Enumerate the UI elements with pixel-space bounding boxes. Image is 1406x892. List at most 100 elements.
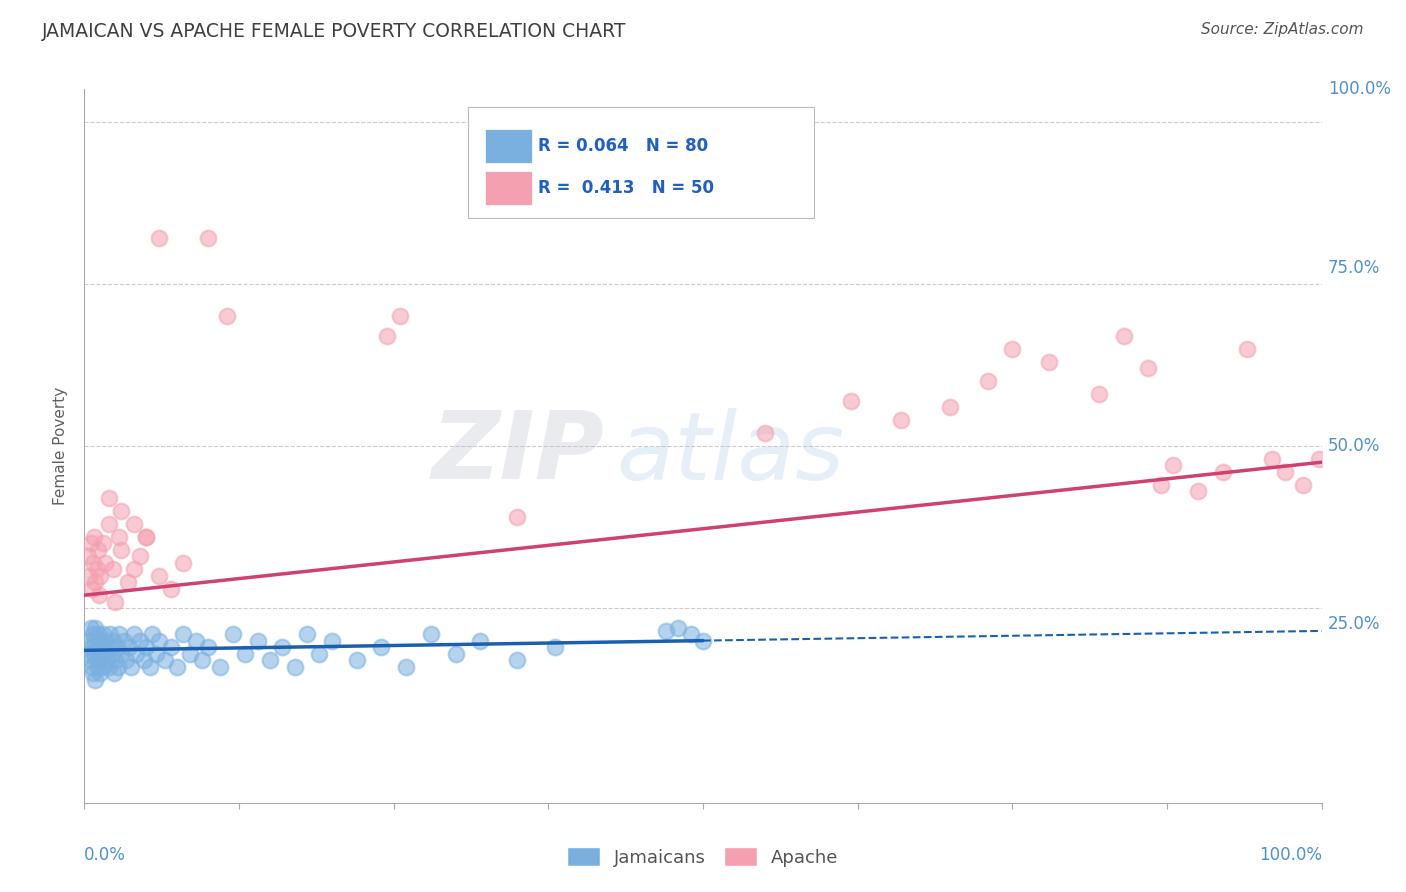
Point	[841, 393, 863, 408]
Point	[939, 400, 962, 414]
Legend: Jamaicans, Apache: Jamaicans, Apache	[558, 838, 848, 876]
Point	[108, 530, 131, 544]
Point	[82, 556, 104, 570]
Point	[215, 310, 238, 324]
Point	[1212, 465, 1234, 479]
Text: 50.0%: 50.0%	[1327, 437, 1381, 455]
Point	[122, 627, 145, 641]
FancyBboxPatch shape	[468, 107, 814, 218]
Point	[83, 530, 105, 544]
Point	[444, 647, 467, 661]
Point	[86, 640, 108, 654]
Point	[110, 504, 132, 518]
Point	[692, 633, 714, 648]
Point	[506, 510, 529, 524]
Point	[543, 640, 565, 654]
Point	[184, 633, 207, 648]
Point	[655, 624, 678, 638]
Text: JAMAICAN VS APACHE FEMALE POVERTY CORRELATION CHART: JAMAICAN VS APACHE FEMALE POVERTY CORREL…	[42, 22, 627, 41]
Point	[1112, 328, 1135, 343]
Point	[246, 633, 269, 648]
Point	[1292, 478, 1315, 492]
Point	[346, 653, 368, 667]
Point	[166, 659, 188, 673]
Point	[97, 640, 120, 654]
Text: 100.0%: 100.0%	[1327, 80, 1391, 98]
Point	[101, 633, 124, 648]
Point	[110, 647, 132, 661]
Point	[86, 653, 108, 667]
Point	[179, 647, 201, 661]
Point	[419, 627, 441, 641]
Point	[91, 627, 114, 641]
Point	[84, 621, 107, 635]
Point	[83, 633, 105, 648]
Point	[271, 640, 294, 654]
Point	[191, 653, 214, 667]
Point	[890, 413, 912, 427]
Point	[89, 588, 111, 602]
Point	[94, 556, 117, 570]
Point	[233, 647, 256, 661]
Point	[84, 673, 107, 687]
Point	[666, 621, 689, 635]
Point	[1261, 452, 1284, 467]
Point	[101, 562, 124, 576]
Point	[91, 536, 114, 550]
Point	[679, 627, 702, 641]
Point	[77, 647, 100, 661]
Point	[139, 659, 162, 673]
Point	[395, 659, 418, 673]
Point	[89, 647, 111, 661]
Point	[86, 562, 108, 576]
Point	[112, 633, 135, 648]
FancyBboxPatch shape	[485, 129, 533, 163]
Point	[284, 659, 307, 673]
Point	[105, 640, 128, 654]
Point	[79, 621, 101, 635]
Point	[153, 653, 176, 667]
Point	[84, 575, 107, 590]
Point	[506, 653, 529, 667]
Point	[91, 659, 114, 673]
Point	[222, 627, 245, 641]
Point	[77, 549, 100, 564]
FancyBboxPatch shape	[485, 170, 533, 205]
Text: 0.0%: 0.0%	[84, 846, 127, 863]
Point	[83, 647, 105, 661]
Point	[120, 659, 142, 673]
Point	[79, 536, 101, 550]
Point	[122, 516, 145, 531]
Point	[100, 647, 122, 661]
Point	[125, 647, 148, 661]
Point	[308, 647, 330, 661]
Text: atlas: atlas	[616, 408, 845, 499]
Point	[82, 627, 104, 641]
Point	[82, 666, 104, 681]
Point	[93, 647, 115, 661]
Point	[115, 653, 138, 667]
Text: 75.0%: 75.0%	[1327, 259, 1381, 277]
Point	[754, 425, 776, 440]
Point	[377, 328, 399, 343]
Point	[89, 666, 111, 681]
Point	[1187, 484, 1209, 499]
Point	[107, 659, 129, 673]
Y-axis label: Female Poverty: Female Poverty	[53, 387, 69, 505]
Point	[89, 568, 111, 582]
Point	[135, 640, 157, 654]
Point	[197, 231, 219, 245]
Point	[80, 640, 103, 654]
Text: 25.0%: 25.0%	[1327, 615, 1381, 633]
Point	[98, 491, 121, 505]
Point	[148, 231, 170, 245]
Point	[135, 530, 157, 544]
Point	[1038, 354, 1060, 368]
Point	[108, 627, 131, 641]
Text: 100.0%: 100.0%	[1258, 846, 1322, 863]
Point	[295, 627, 318, 641]
Point	[87, 542, 110, 557]
Point	[141, 627, 163, 641]
Point	[129, 549, 152, 564]
Point	[98, 627, 121, 641]
